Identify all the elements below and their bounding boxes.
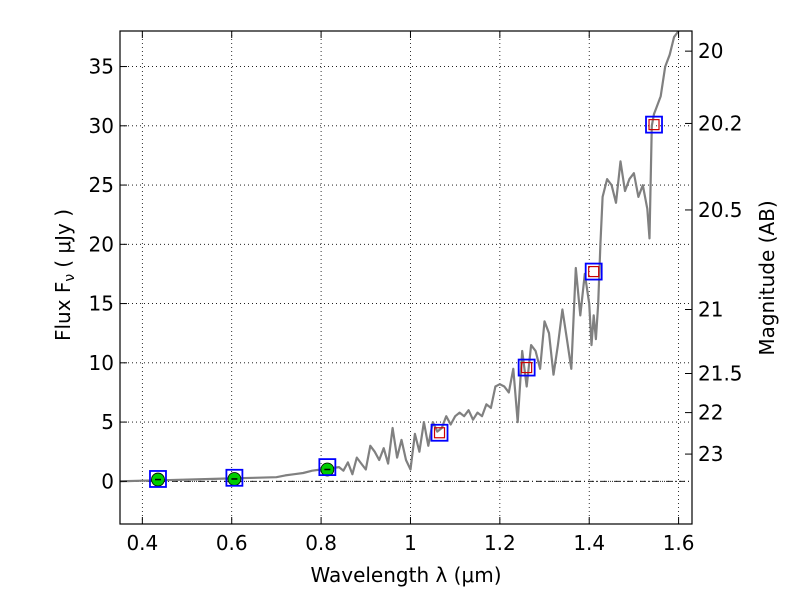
y2-tick-label: 23 — [698, 442, 723, 466]
y-tick-label: 10 — [89, 351, 114, 375]
model-photometry-square — [584, 262, 603, 281]
y-axis-ticks: 0 5 10 15 20 25 30 35 — [89, 55, 127, 493]
model-photometry-square — [430, 423, 449, 442]
y-axis-label-main: Flux F — [51, 282, 75, 341]
y-tick-label: 25 — [89, 173, 114, 197]
model-photometry-square — [645, 115, 663, 134]
y-tick-label: 30 — [89, 114, 114, 138]
x-axis-label: Wavelength λ (μm) — [310, 563, 501, 587]
sed-model-line — [119, 30, 680, 483]
marker-layer — [149, 115, 663, 488]
y2-tick-label: 21.5 — [698, 361, 743, 385]
model-photometry-square — [318, 458, 337, 477]
x-tick-label: 1.2 — [484, 531, 516, 555]
series-layer — [119, 30, 680, 483]
y-tick-label: 5 — [101, 410, 114, 434]
y-axis-label-unit: ( μJy ) — [51, 209, 75, 268]
y-tick-label: 0 — [101, 469, 114, 493]
plot-frame — [119, 30, 693, 525]
x-tick-label: 0.4 — [126, 531, 158, 555]
model-photometry-square — [225, 468, 244, 487]
y-axis-label-subscript: ν — [62, 274, 78, 282]
y2-tick-label: 20.5 — [698, 198, 743, 222]
x-tick-label: 1.4 — [573, 531, 605, 555]
y2-tick-label: 22 — [698, 401, 723, 425]
x-tick-label: 1.6 — [663, 531, 695, 555]
x-tick-label: 0.6 — [216, 531, 248, 555]
model-inner-square — [648, 119, 660, 131]
model-photometry-square — [517, 358, 536, 377]
y2-axis-ticks: 20 20.2 20.5 21 21.5 22 23 — [685, 39, 743, 466]
y2-tick-label: 20 — [698, 39, 723, 63]
model-inner-square — [433, 427, 446, 439]
y-tick-label: 15 — [89, 292, 114, 316]
grid-lines — [120, 31, 692, 524]
y-axis-label: Flux Fν ( μJy ) — [51, 209, 78, 341]
model-inner-square — [588, 265, 600, 278]
y2-tick-label: 21 — [698, 297, 723, 321]
x-tick-label: 0.8 — [305, 531, 337, 555]
x-tick-label: 1 — [404, 531, 417, 555]
x-axis-ticks: 0.4 0.6 0.8 1 1.2 1.4 1.6 — [126, 31, 695, 555]
y-tick-label: 20 — [89, 232, 114, 256]
y-tick-label: 35 — [89, 55, 114, 79]
y2-tick-label: 20.2 — [698, 111, 743, 135]
y2-axis-label: Magnitude (AB) — [755, 200, 779, 355]
model-inner-square — [521, 361, 533, 374]
model-photometry-square — [149, 470, 167, 488]
